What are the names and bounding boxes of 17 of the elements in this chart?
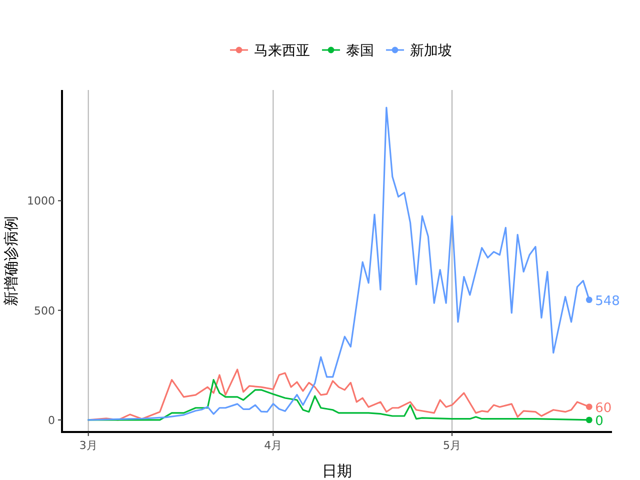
x-axis-title: 日期 (322, 462, 352, 480)
annotation: 0 (595, 414, 604, 429)
annotation: 60 (595, 400, 612, 416)
x-tick-label: 4月 (264, 439, 282, 452)
legend-label: 泰国 (346, 43, 374, 59)
y-axis-title: 新增确诊病例 (2, 216, 20, 306)
y-tick-label: 0 (48, 414, 55, 427)
legend-label: 新加坡 (410, 43, 452, 59)
x-tick-label: 3月 (79, 439, 98, 452)
x-tick-label: 5月 (443, 439, 462, 452)
y-tick-label: 500 (34, 304, 55, 318)
point (586, 296, 592, 304)
y-tick-label: 1000 (27, 194, 55, 208)
point (586, 404, 592, 410)
point (586, 416, 592, 424)
legend-label: 马来西亚 (254, 43, 310, 59)
annotation: 548 (595, 294, 620, 309)
